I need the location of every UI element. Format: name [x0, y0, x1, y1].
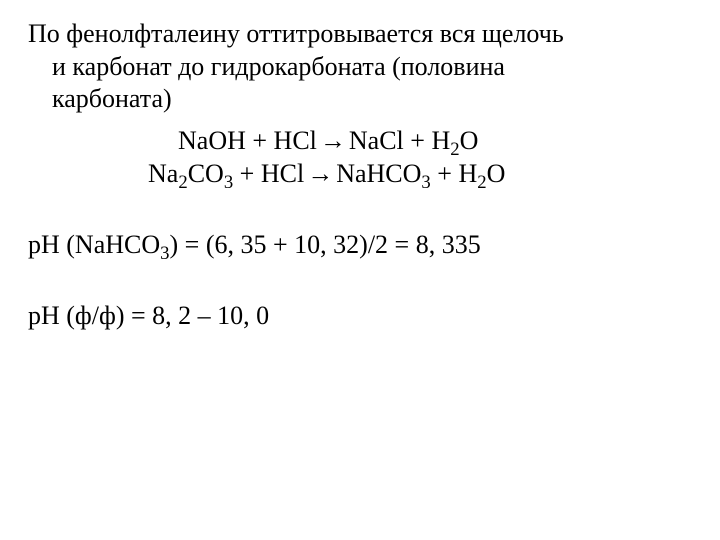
- eq1-rhs2b: O: [460, 126, 479, 155]
- eq1-rhs1: NaCl: [349, 126, 404, 155]
- eq2-lhs1b: CO: [188, 159, 224, 188]
- ph2-full: pH (ф/ф) = 8, 2 – 10, 0: [28, 301, 269, 330]
- eq2-plus1: +: [233, 159, 261, 188]
- ph-line-2: pH (ф/ф) = 8, 2 – 10, 0: [28, 300, 692, 333]
- eq2-lhs1a: Na: [148, 159, 178, 188]
- equation-1: NaOH + HCl → NaCl + H2O: [28, 124, 692, 158]
- eq1-plus2: +: [404, 126, 432, 155]
- eq1-plus1: +: [246, 126, 274, 155]
- eq2-lhs1-sub2: 3: [224, 172, 233, 193]
- ph1-rest: ) = (6, 35 + 10, 32)/2 = 8, 335: [170, 230, 481, 259]
- eq2-lhs1-sub1: 2: [178, 172, 187, 193]
- text-line-1: По фенолфталеину оттитровывается вся щел…: [28, 19, 564, 48]
- ph1-sub: 3: [160, 243, 169, 264]
- eq2-rhs2b: O: [487, 159, 506, 188]
- text-line-3: карбоната): [28, 84, 172, 113]
- eq1-lhs1: NaOH: [178, 126, 246, 155]
- ph1-prefix: pH (NaHCO: [28, 230, 160, 259]
- body-text: По фенолфталеину оттитровывается вся щел…: [28, 18, 692, 116]
- arrow-icon: →: [304, 157, 336, 191]
- eq2-rhs2-sub: 2: [477, 172, 486, 193]
- eq2-plus2: +: [431, 159, 459, 188]
- arrow-icon: →: [317, 124, 349, 158]
- text-line-2: и карбонат до гидрокарбоната (половина: [28, 52, 505, 81]
- eq1-rhs2a: H: [431, 126, 450, 155]
- ph-line-1: pH (NaHCO3) = (6, 35 + 10, 32)/2 = 8, 33…: [28, 229, 692, 262]
- eq2-rhs1a: NaHCO: [336, 159, 421, 188]
- eq2-rhs2a: H: [458, 159, 477, 188]
- eq1-lhs2: HCl: [274, 126, 317, 155]
- eq2-rhs1-sub: 3: [421, 172, 430, 193]
- eq2-lhs2: HCl: [261, 159, 304, 188]
- equation-2: Na2CO3 + HCl → NaHCO3 + H2O: [28, 157, 692, 191]
